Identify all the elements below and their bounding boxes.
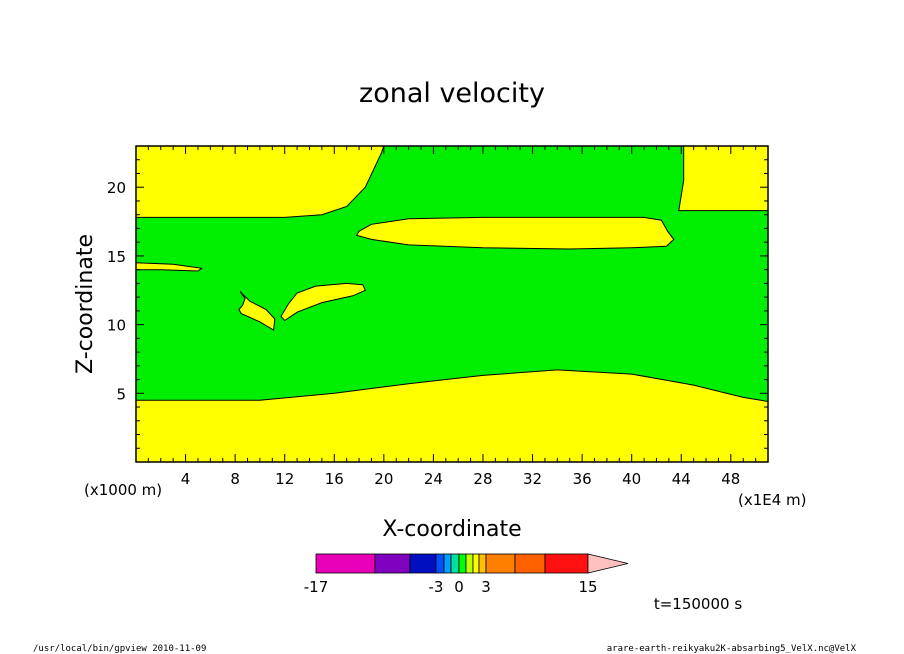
footer-left: /usr/local/bin/gpview 2010-11-09 — [33, 644, 206, 654]
colorbar-segment — [409, 553, 437, 574]
colorbar-label: -17 — [304, 578, 329, 596]
x-unit-right: (x1E4 m) — [738, 491, 807, 509]
y-tick-label: 10 — [107, 317, 126, 335]
colorbar-segment — [435, 553, 445, 574]
contour-region-1 — [135, 145, 385, 218]
x-tick-label: 36 — [573, 470, 592, 488]
x-tick-label: 44 — [672, 470, 691, 488]
colorbar-segment — [374, 553, 411, 574]
x-axis-label: X-coordinate — [382, 517, 521, 542]
colorbar-labels: -17 -3 0 3 15 — [304, 578, 598, 596]
x-unit-left: (x1000 m) — [84, 481, 162, 499]
x-tick-label: 4 — [181, 470, 191, 488]
x-tick-label: 12 — [275, 470, 294, 488]
contour-region-5 — [280, 282, 366, 322]
time-label: t=150000 s — [654, 595, 742, 613]
y-tick-label: 5 — [116, 385, 126, 403]
chart-title: zonal velocity — [359, 78, 545, 109]
colorbar-label: 3 — [481, 578, 491, 596]
x-tick-label: 28 — [473, 470, 492, 488]
x-tick-label: 8 — [230, 470, 240, 488]
contour-region-6 — [238, 291, 276, 331]
footer-right: arare-earth-reikyaku2K-absarbing5_VelX.n… — [607, 644, 857, 654]
colorbar-arrow — [587, 553, 629, 574]
plot-frame — [135, 145, 769, 463]
x-tick-label: 32 — [523, 470, 542, 488]
x-tick-label: 20 — [374, 470, 393, 488]
colorbar-segment — [544, 553, 589, 574]
colorbar-segment — [315, 553, 376, 574]
x-tick-label: 48 — [721, 470, 740, 488]
colorbar-segment — [514, 553, 546, 574]
colorbar-segment — [450, 553, 460, 574]
colorbar-segment — [485, 553, 516, 574]
colorbar-segment — [478, 553, 487, 574]
colorbar-segment — [465, 553, 474, 574]
axis-ticks — [135, 145, 769, 462]
colorbar-label: -3 — [429, 578, 444, 596]
colorbar-segment — [458, 553, 467, 574]
y-axis-label: Z-coordinate — [73, 234, 98, 374]
y-tick-label: 15 — [107, 248, 126, 266]
x-tick-labels: 4 8 12 16 20 24 28 32 36 40 44 48 — [181, 470, 741, 488]
colorbar-segment — [472, 553, 480, 574]
contour-region-3 — [355, 216, 675, 250]
y-tick-labels: 5 10 15 20 — [107, 179, 126, 403]
y-tick-label: 20 — [107, 179, 126, 197]
colorbar — [315, 553, 629, 574]
colorbar-segment — [443, 553, 452, 574]
x-tick-label: 40 — [622, 470, 641, 488]
colorbar-label: 15 — [578, 578, 597, 596]
contour-region-2 — [678, 145, 769, 212]
x-tick-label: 24 — [424, 470, 443, 488]
colorbar-label: 0 — [454, 578, 464, 596]
x-tick-label: 16 — [325, 470, 344, 488]
